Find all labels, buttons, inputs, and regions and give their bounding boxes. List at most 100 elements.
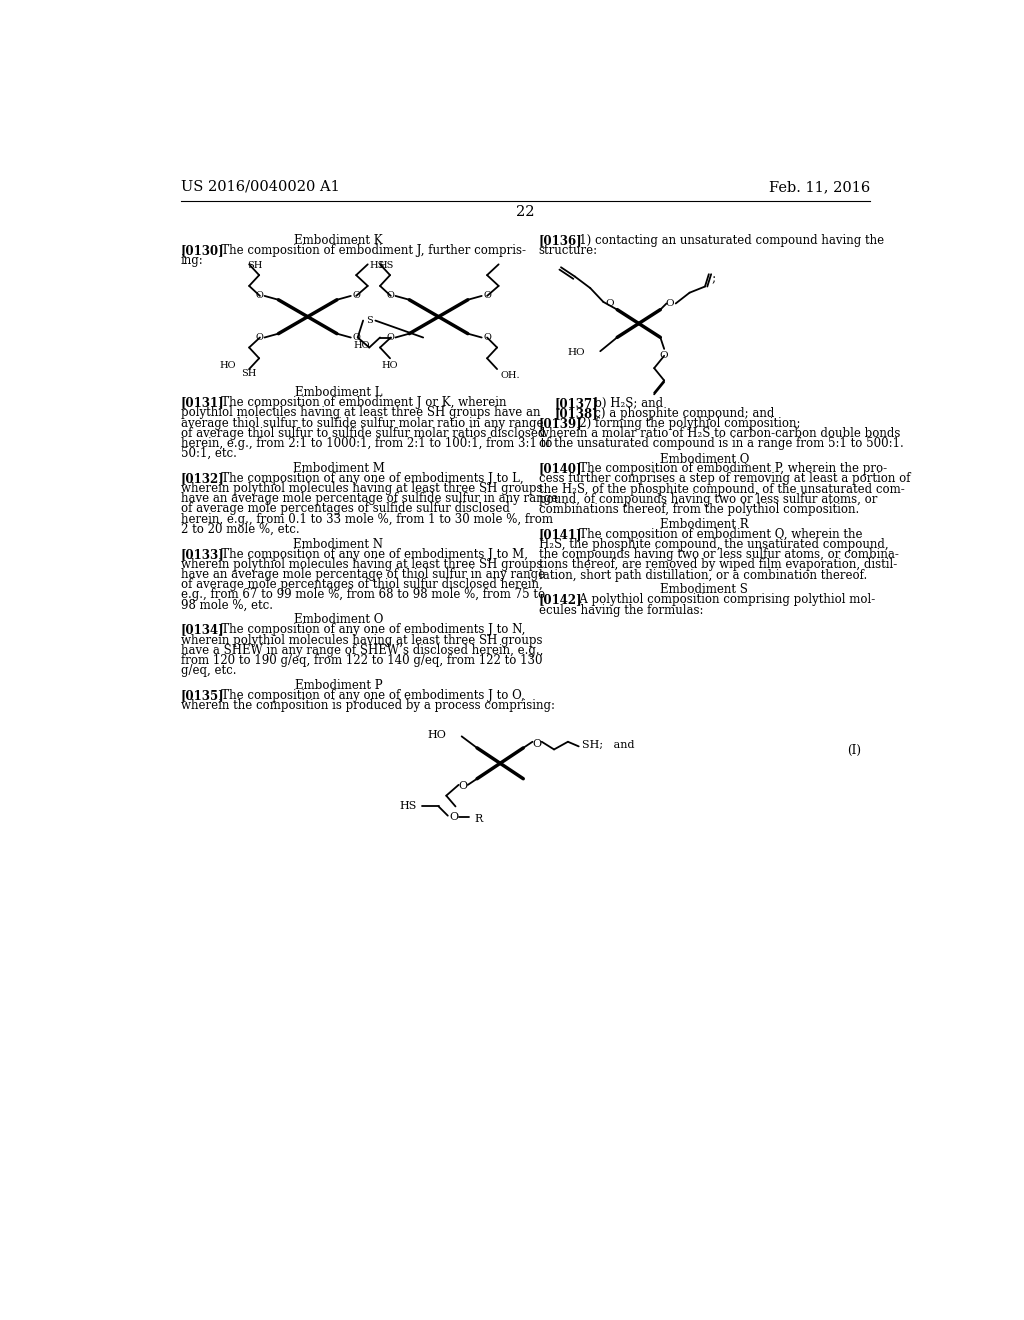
Text: Embodiment P: Embodiment P — [295, 678, 382, 692]
Text: HS: HS — [379, 260, 394, 269]
Text: tions thereof, are removed by wiped film evaporation, distil-: tions thereof, are removed by wiped film… — [539, 558, 897, 572]
Text: average thiol sulfur to sulfide sulfur molar ratio in any range: average thiol sulfur to sulfide sulfur m… — [180, 417, 543, 429]
Text: [0138]: [0138] — [554, 407, 598, 420]
Text: wherein polythiol molecules having at least three SH groups: wherein polythiol molecules having at le… — [180, 558, 542, 570]
Text: The composition of embodiment J or K, wherein: The composition of embodiment J or K, wh… — [210, 396, 507, 409]
Text: HO: HO — [219, 362, 237, 371]
Text: O: O — [256, 292, 264, 301]
Text: wherein the composition is produced by a process comprising:: wherein the composition is produced by a… — [180, 700, 555, 713]
Text: Embodiment R: Embodiment R — [659, 517, 749, 531]
Text: O: O — [532, 739, 542, 748]
Text: O: O — [483, 292, 492, 301]
Text: have an average mole percentage of thiol sulfur in any range: have an average mole percentage of thiol… — [180, 568, 545, 581]
Text: HO: HO — [382, 360, 398, 370]
Text: structure:: structure: — [539, 244, 598, 257]
Text: ;: ; — [711, 272, 716, 285]
Text: O: O — [659, 351, 669, 360]
Text: the H₂S, of the phosphite compound, of the unsaturated com-: the H₂S, of the phosphite compound, of t… — [539, 483, 904, 495]
Text: HO: HO — [353, 341, 370, 350]
Text: O: O — [352, 292, 360, 301]
Text: 1) contacting an unsaturated compound having the: 1) contacting an unsaturated compound ha… — [568, 234, 884, 247]
Text: [0136]: [0136] — [539, 234, 583, 247]
Text: The composition of embodiment P, wherein the pro-: The composition of embodiment P, wherein… — [568, 462, 887, 475]
Text: Embodiment O: Embodiment O — [294, 614, 383, 626]
Text: Feb. 11, 2016: Feb. 11, 2016 — [768, 180, 869, 194]
Text: [0131]: [0131] — [180, 396, 224, 409]
Text: HO: HO — [567, 348, 585, 358]
Text: Embodiment K: Embodiment K — [294, 234, 383, 247]
Text: b) H₂S; and: b) H₂S; and — [584, 396, 664, 409]
Text: The composition of any one of embodiments J to L,: The composition of any one of embodiment… — [210, 473, 523, 484]
Text: H₂S, the phosphite compound, the unsaturated compound,: H₂S, the phosphite compound, the unsatur… — [539, 539, 888, 550]
Text: lation, short path distillation, or a combination thereof.: lation, short path distillation, or a co… — [539, 569, 867, 582]
Text: have a SHEW in any range of SHEW’s disclosed herein, e.g.,: have a SHEW in any range of SHEW’s discl… — [180, 644, 543, 657]
Text: 50:1, etc.: 50:1, etc. — [180, 447, 237, 459]
Text: [0134]: [0134] — [180, 623, 224, 636]
Text: O: O — [352, 333, 360, 342]
Text: herein, e.g., from 2:1 to 1000:1, from 2:1 to 100:1, from 3:1 to: herein, e.g., from 2:1 to 1000:1, from 2… — [180, 437, 552, 450]
Text: S: S — [366, 315, 373, 325]
Text: The composition of embodiment J, further compris-: The composition of embodiment J, further… — [210, 244, 526, 257]
Text: [0130]: [0130] — [180, 244, 224, 257]
Text: HO: HO — [427, 730, 446, 739]
Text: O: O — [386, 292, 394, 301]
Text: [0135]: [0135] — [180, 689, 224, 702]
Text: Embodiment L: Embodiment L — [295, 385, 382, 399]
Text: of average mole percentages of sulfide sulfur disclosed: of average mole percentages of sulfide s… — [180, 503, 510, 515]
Text: [0142]: [0142] — [539, 594, 583, 606]
Text: [0140]: [0140] — [539, 462, 583, 475]
Text: O: O — [450, 812, 459, 822]
Text: Embodiment S: Embodiment S — [660, 583, 749, 597]
Text: A polythiol composition comprising polythiol mol-: A polythiol composition comprising polyt… — [568, 594, 876, 606]
Text: Embodiment M: Embodiment M — [293, 462, 384, 475]
Text: from 120 to 190 g/eq, from 122 to 140 g/eq, from 122 to 130: from 120 to 190 g/eq, from 122 to 140 g/… — [180, 653, 542, 667]
Text: 98 mole %, etc.: 98 mole %, etc. — [180, 598, 272, 611]
Text: O: O — [605, 298, 613, 308]
Text: O: O — [386, 333, 394, 342]
Text: SH;   and: SH; and — [582, 739, 634, 750]
Text: pound, of compounds having two or less sulfur atoms, or: pound, of compounds having two or less s… — [539, 492, 877, 506]
Text: of average thiol sulfur to sulfide sulfur molar ratios disclosed: of average thiol sulfur to sulfide sulfu… — [180, 426, 545, 440]
Text: O: O — [666, 298, 674, 308]
Text: [0141]: [0141] — [539, 528, 583, 541]
Text: Embodiment N: Embodiment N — [294, 537, 383, 550]
Text: c) a phosphite compound; and: c) a phosphite compound; and — [584, 407, 775, 420]
Text: of average mole percentages of thiol sulfur disclosed herein,: of average mole percentages of thiol sul… — [180, 578, 543, 591]
Text: [0137]: [0137] — [554, 396, 598, 409]
Text: R: R — [474, 813, 482, 824]
Text: cess further comprises a step of removing at least a portion of: cess further comprises a step of removin… — [539, 473, 910, 486]
Text: 2 to 20 mole %, etc.: 2 to 20 mole %, etc. — [180, 523, 299, 536]
Text: combinations thereof, from the polythiol composition.: combinations thereof, from the polythiol… — [539, 503, 859, 516]
Text: O: O — [483, 333, 492, 342]
Text: O: O — [255, 333, 263, 342]
Text: herein, e.g., from 0.1 to 33 mole %, from 1 to 30 mole %, from: herein, e.g., from 0.1 to 33 mole %, fro… — [180, 512, 553, 525]
Text: (I): (I) — [847, 744, 860, 758]
Text: The composition of any one of embodiments J to M,: The composition of any one of embodiment… — [210, 548, 527, 561]
Text: of the unsaturated compound is in a range from 5:1 to 500:1.: of the unsaturated compound is in a rang… — [539, 437, 903, 450]
Text: ing:: ing: — [180, 255, 204, 267]
Text: HS: HS — [370, 261, 385, 271]
Text: US 2016/0040020 A1: US 2016/0040020 A1 — [180, 180, 339, 194]
Text: e.g., from 67 to 99 mole %, from 68 to 98 mole %, from 75 to: e.g., from 67 to 99 mole %, from 68 to 9… — [180, 589, 545, 602]
Text: The composition of embodiment Q, wherein the: The composition of embodiment Q, wherein… — [568, 528, 862, 541]
Text: wherein polythiol molecules having at least three SH groups: wherein polythiol molecules having at le… — [180, 482, 542, 495]
Text: O: O — [459, 781, 468, 792]
Text: the compounds having two or less sulfur atoms, or combina-: the compounds having two or less sulfur … — [539, 548, 898, 561]
Text: SH: SH — [248, 260, 263, 269]
Text: wherein a molar ratio of H₂S to carbon-carbon double bonds: wherein a molar ratio of H₂S to carbon-c… — [539, 428, 900, 440]
Text: The composition of any one of embodiments J to O,: The composition of any one of embodiment… — [210, 689, 524, 702]
Text: have an average mole percentage of sulfide sulfur in any range: have an average mole percentage of sulfi… — [180, 492, 558, 506]
Text: [0132]: [0132] — [180, 473, 224, 484]
Text: SH: SH — [242, 370, 257, 378]
Text: HS: HS — [399, 801, 417, 812]
Text: ecules having the formulas:: ecules having the formulas: — [539, 603, 703, 616]
Text: polythiol molecules having at least three SH groups have an: polythiol molecules having at least thre… — [180, 407, 540, 420]
Text: Embodiment Q: Embodiment Q — [659, 451, 749, 465]
Text: OH.: OH. — [500, 371, 520, 380]
Text: 2) forming the polythiol composition;: 2) forming the polythiol composition; — [568, 417, 801, 430]
Text: wherein polythiol molecules having at least three SH groups: wherein polythiol molecules having at le… — [180, 634, 542, 647]
Text: g/eq, etc.: g/eq, etc. — [180, 664, 237, 677]
Text: [0133]: [0133] — [180, 548, 224, 561]
Text: [0139]: [0139] — [539, 417, 583, 430]
Text: The composition of any one of embodiments J to N,: The composition of any one of embodiment… — [210, 623, 525, 636]
